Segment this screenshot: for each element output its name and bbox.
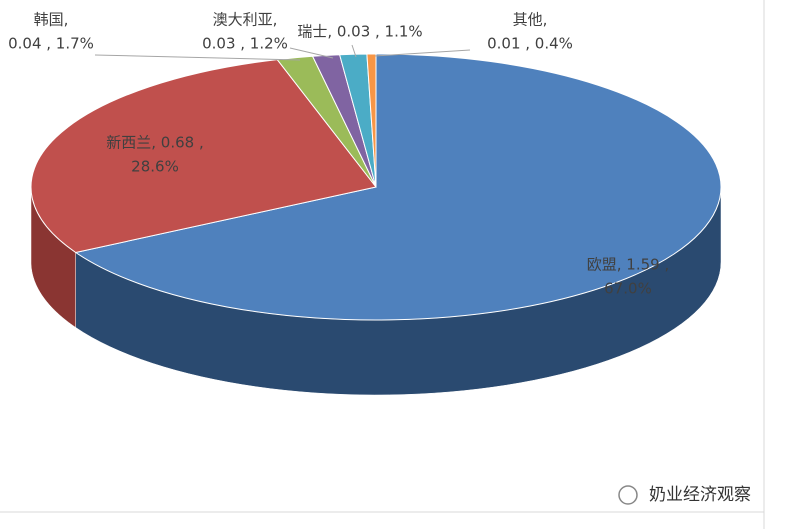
- data-label: 澳大利亚,: [213, 11, 278, 29]
- data-label: 欧盟, 1.59 ,: [587, 256, 669, 274]
- data-label: 新西兰, 0.68 ,: [106, 134, 203, 152]
- data-label: 0.04 , 1.7%: [8, 35, 94, 53]
- slice: [30, 59, 377, 254]
- data-label: 瑞士, 0.03 , 1.1%: [297, 23, 422, 41]
- data-label: 28.6%: [131, 158, 179, 176]
- watermark-group: 奶业经济观察: [618, 485, 751, 505]
- leader-line: [351, 44, 357, 58]
- data-label: 67.0%: [604, 280, 652, 298]
- watermark: 奶业经济观察: [649, 485, 751, 505]
- leader-line: [94, 54, 301, 61]
- slice: [74, 53, 722, 321]
- data-label: 韩国,: [34, 11, 69, 29]
- leader-line: [374, 49, 471, 57]
- data-label: 其他,: [513, 11, 548, 29]
- data-label: 0.03 , 1.2%: [202, 35, 288, 53]
- data-label: 0.01 , 0.4%: [487, 35, 573, 53]
- slice: [366, 53, 377, 188]
- leader-line: [289, 47, 334, 59]
- watermark-icon: [618, 485, 638, 505]
